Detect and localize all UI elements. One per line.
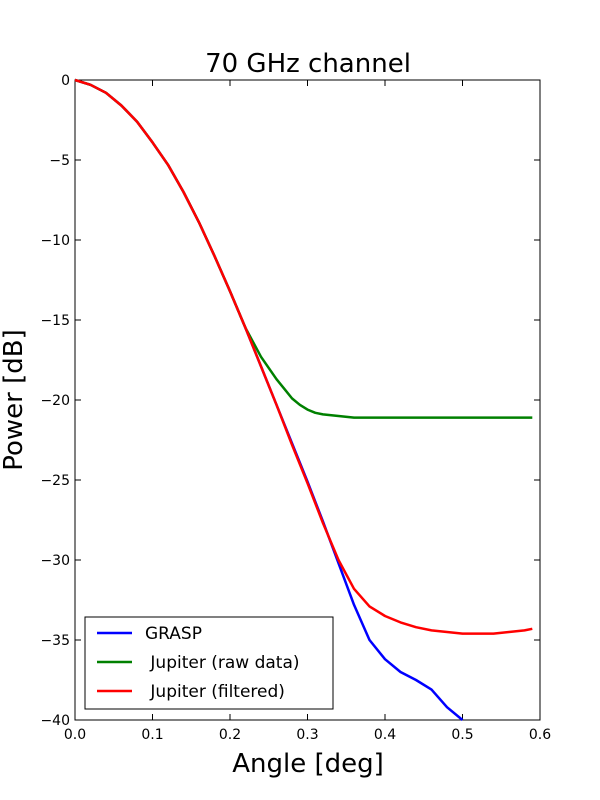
y-tick-label: −25 bbox=[40, 473, 70, 489]
y-tick-label: −15 bbox=[40, 313, 70, 329]
legend-label-jupiter-raw: Jupiter (raw data) bbox=[145, 653, 300, 673]
x-tick-label: 0.1 bbox=[141, 727, 163, 743]
y-tick-label: −5 bbox=[49, 153, 70, 169]
y-axis-title: Power [dB] bbox=[0, 329, 29, 471]
x-tick-label: 0.0 bbox=[64, 727, 86, 743]
x-tick-label: 0.2 bbox=[219, 727, 241, 743]
chart-title: 70 GHz channel bbox=[205, 49, 411, 79]
series-lines bbox=[74, 78, 533, 721]
x-tick-label: 0.5 bbox=[451, 727, 473, 743]
plot-frame bbox=[74, 79, 541, 721]
y-tick-label: −20 bbox=[40, 393, 70, 409]
x-axis-title: Angle [deg] bbox=[232, 749, 384, 779]
legend-label-grasp: GRASP bbox=[145, 624, 202, 644]
y-tick-label: 0 bbox=[61, 73, 70, 89]
y-tick-label: −10 bbox=[40, 233, 70, 249]
legend-label-jupiter-filtered: Jupiter (filtered) bbox=[145, 682, 285, 702]
y-tick-label: −30 bbox=[40, 553, 70, 569]
plot-area: 0.0 0.1 0.2 0.3 0.4 0.5 0.6 0 −5 −10 −15 −20 −25 −30… bbox=[40, 73, 551, 743]
y-axis-ticks: 0 −5 −10 −15 −20 −25 −30 −35 −40 bbox=[40, 73, 540, 729]
x-tick-label: 0.6 bbox=[529, 727, 551, 743]
x-tick-label: 0.4 bbox=[374, 727, 396, 743]
legend: GRASP Jupiter (raw data) Jupiter (filter… bbox=[84, 616, 334, 710]
series-line-2 bbox=[74, 78, 533, 635]
x-tick-label: 0.3 bbox=[296, 727, 318, 743]
y-tick-label: −35 bbox=[40, 633, 70, 649]
y-tick-label: −40 bbox=[40, 713, 70, 729]
